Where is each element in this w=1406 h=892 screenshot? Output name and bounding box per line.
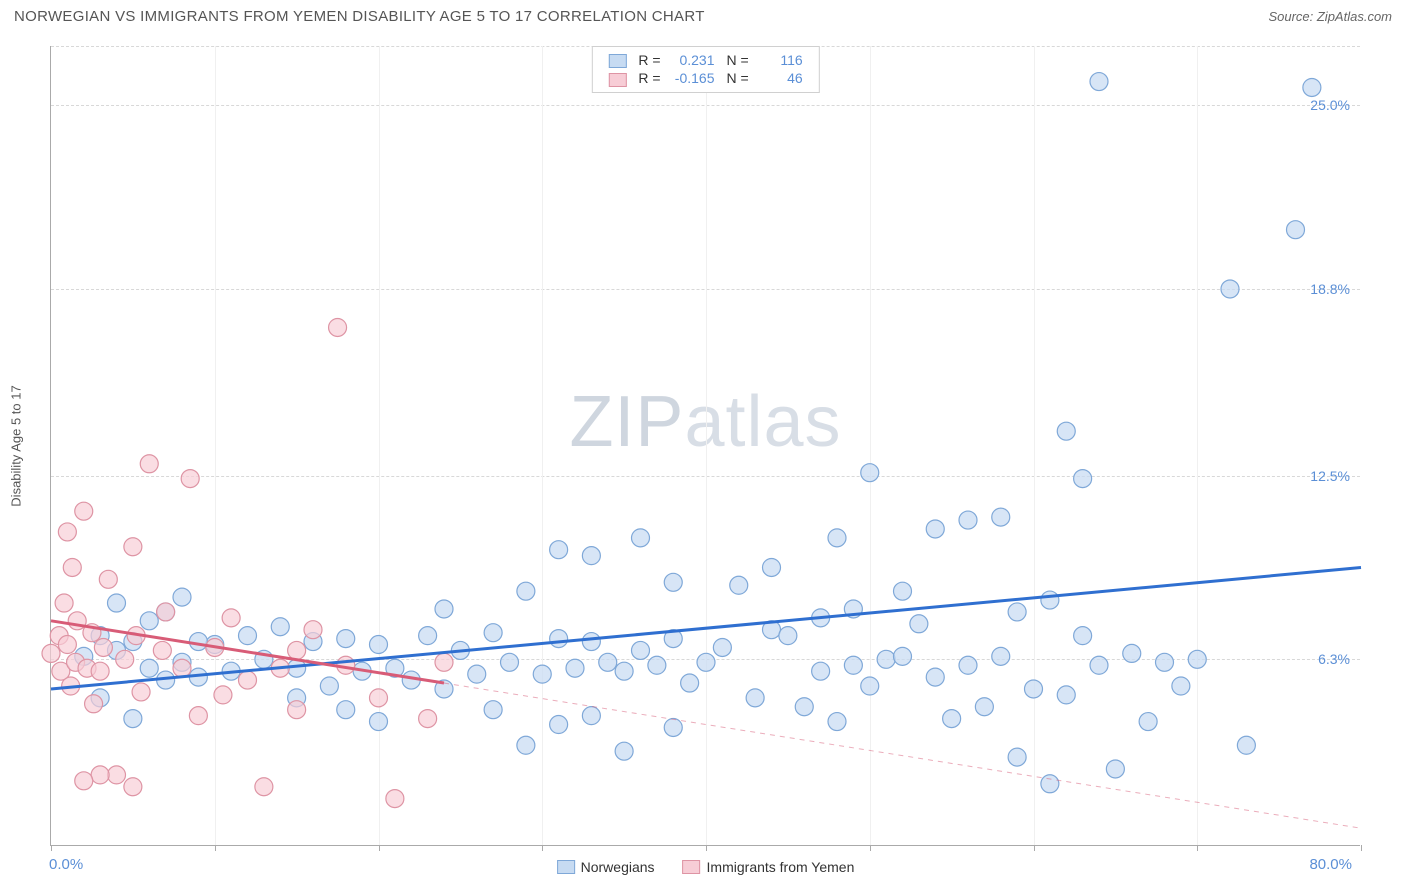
x-axis-min-label: 0.0% xyxy=(49,856,83,873)
legend-item-norwegians: Norwegians xyxy=(557,859,655,875)
legend-r-label: R = xyxy=(632,69,666,87)
legend-n-label: N = xyxy=(721,69,755,87)
legend-swatch-yemen xyxy=(608,73,626,87)
legend-item-yemen: Immigrants from Yemen xyxy=(683,859,855,875)
legend-label: Norwegians xyxy=(581,859,655,875)
legend-correlation: R = 0.231 N = 116 R = -0.165 N = 46 xyxy=(591,46,819,93)
legend-n-label: N = xyxy=(721,51,755,69)
legend-series: Norwegians Immigrants from Yemen xyxy=(557,859,855,875)
legend-label: Immigrants from Yemen xyxy=(707,859,855,875)
legend-row-yemen: R = -0.165 N = 46 xyxy=(602,69,808,87)
legend-swatch-icon xyxy=(683,860,701,874)
legend-r-label: R = xyxy=(632,51,666,69)
legend-n-value-1: 46 xyxy=(761,70,803,86)
y-axis-label: Disability Age 5 to 17 xyxy=(9,385,24,506)
chart-title: NORWEGIAN VS IMMIGRANTS FROM YEMEN DISAB… xyxy=(14,8,705,25)
legend-swatch-icon xyxy=(557,860,575,874)
x-axis-max-label: 80.0% xyxy=(1309,856,1352,873)
chart-source: Source: ZipAtlas.com xyxy=(1268,9,1392,24)
legend-r-value-0: 0.231 xyxy=(673,52,715,68)
chart-header: NORWEGIAN VS IMMIGRANTS FROM YEMEN DISAB… xyxy=(0,0,1406,31)
chart-plot-area: ZIPatlas 6.3%12.5%18.8%25.0% R = 0.231 N… xyxy=(50,46,1360,846)
legend-swatch-norwegians xyxy=(608,54,626,68)
legend-r-value-1: -0.165 xyxy=(673,70,715,86)
scatter-svg xyxy=(51,46,1360,845)
legend-n-value-0: 116 xyxy=(761,52,803,68)
legend-row-norwegians: R = 0.231 N = 116 xyxy=(602,51,808,69)
